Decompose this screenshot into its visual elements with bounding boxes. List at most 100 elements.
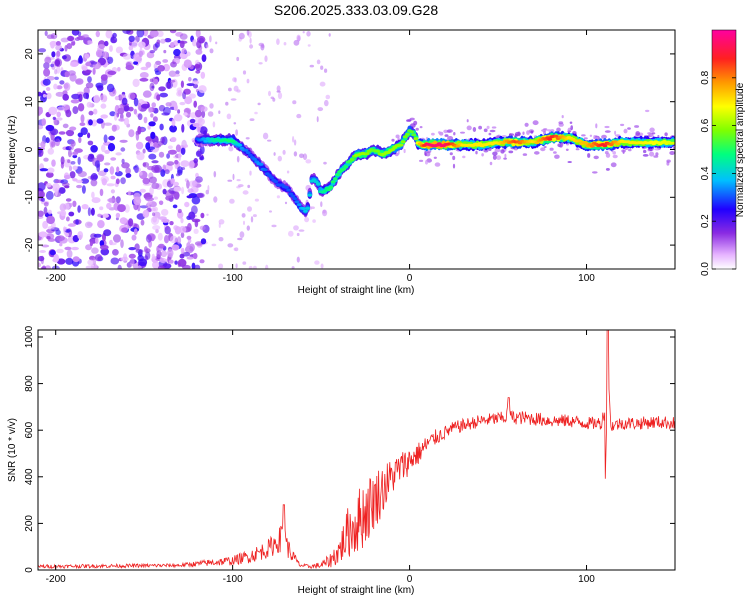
spectrogram-noise-cell (153, 78, 159, 85)
spectrogram-halo-cell (592, 136, 599, 140)
spectrogram-noise-cell (165, 81, 173, 89)
spectrogram-noise-cell (43, 157, 49, 162)
spectrogram-noise-cell (55, 41, 61, 46)
spectrogram-noise-cell (109, 242, 117, 246)
spectrogram-noise-cell (120, 177, 126, 185)
spectrogram-noise-cell (79, 122, 86, 126)
spectrogram-noise-cell (52, 182, 60, 192)
spectrogram-noise-cell (40, 141, 46, 149)
spectrogram-halo-cell (569, 121, 573, 124)
spectrogram-noise-cell (77, 31, 82, 37)
spectrogram-noise-cell (114, 96, 120, 101)
spectrogram-x-tick-label: -200 (46, 273, 66, 284)
spectrogram-noise-cell (249, 118, 255, 121)
spectrogram-noise-cell (158, 151, 165, 158)
spectrogram-noise-cell (108, 135, 115, 141)
spectrogram-noise-cell (144, 246, 148, 253)
spectrogram-noise-cell (167, 145, 173, 149)
spectrogram-ridge-cell (243, 148, 249, 152)
spectrogram-noise-cell (62, 123, 69, 129)
spectrogram-noise-cell (277, 155, 282, 162)
spectrogram-halo-cell (554, 154, 560, 159)
spectrogram-noise-cell (89, 241, 93, 247)
spectrogram-noise-cell (199, 156, 205, 161)
spectrogram-noise-cell (123, 117, 130, 126)
spectrogram-noise-cell (75, 78, 84, 85)
snr-y-ticks: 0 200 400 600 800 1000 (24, 325, 675, 573)
spectrogram-noise-cell (72, 151, 79, 155)
spectrogram-noise-cell (159, 123, 164, 131)
spectrogram-noise-cell (67, 35, 75, 42)
spectrogram-noise-cell (71, 30, 80, 36)
spectrogram-noise-cell (86, 40, 93, 45)
spectrogram-noise-cell (195, 30, 201, 38)
spectrogram-noise-cell (291, 266, 295, 269)
spectrogram-noise-cell (235, 263, 238, 269)
spectrogram-halo-cell (406, 119, 412, 122)
spectrogram-noise-cell (69, 202, 73, 208)
spectrogram-noise-cell (151, 164, 160, 174)
spectrogram-halo-cell (541, 129, 547, 132)
spectrogram-noise-cell (140, 219, 145, 226)
snr-frame (37, 329, 676, 571)
spectrogram-halo-cell (425, 151, 431, 157)
spectrogram-noise-cell (152, 225, 161, 231)
spectrogram-noise-cell (87, 76, 92, 83)
spectrogram-halo-cell (649, 127, 655, 133)
spectrogram-noise-cell (228, 87, 232, 92)
spectrogram-noise-cell (77, 156, 81, 165)
spectrogram-noise-cell (64, 45, 68, 52)
spectrogram-halo-cell (452, 155, 456, 161)
spectrogram-noise-cell (226, 113, 232, 120)
spectrogram-noise-cell (47, 148, 55, 155)
spectrogram-ridge-cell (205, 137, 211, 141)
spectrogram-noise-cell (119, 139, 128, 143)
spectrogram-noise-cell (277, 92, 283, 100)
spectrogram-noise-cell (133, 228, 138, 235)
spectrogram-ridge-cell (269, 176, 274, 180)
spectrogram-noise-cell (59, 80, 65, 85)
spectrogram-noise-cell (152, 261, 160, 269)
spectrogram-noise-cell (131, 234, 137, 241)
spectrogram-noise-cell (99, 244, 109, 250)
spectrogram-noise-cell (54, 58, 62, 67)
spectrogram-noise-cell (95, 49, 103, 58)
spectrogram-noise-cell (323, 161, 327, 165)
spectrogram-noise-cell (177, 210, 184, 219)
spectrogram-noise-cell (100, 248, 110, 256)
spectrogram-halo-cell (395, 134, 400, 139)
spectrogram-halo-cell (452, 163, 456, 169)
spectrogram-noise-cell (149, 82, 155, 92)
spectrogram-noise-cell (71, 93, 81, 100)
spectrogram-noise-cell (98, 170, 107, 177)
spectrogram-noise-cell (77, 231, 84, 240)
snr-y-tick-label: 400 (24, 468, 35, 485)
spectrogram-noise-cell (171, 244, 180, 251)
spectrogram-noise-cell (110, 257, 120, 265)
spectrogram-noise-cell (160, 136, 165, 144)
spectrogram-halo-cell (478, 125, 482, 130)
spectrogram-halo-cell (621, 149, 626, 153)
spectrogram-halo-cell (491, 126, 497, 129)
spectrogram-halo-cell (557, 143, 562, 147)
spectrogram-noise-cell (158, 200, 164, 206)
spectrogram-noise-cell (242, 70, 247, 75)
spectrogram-halo-cell (466, 119, 469, 123)
spectrogram-noise-cell (172, 181, 179, 187)
spectrogram-noise-cell (186, 235, 192, 240)
spectrogram-noise-cell (56, 111, 61, 118)
spectrogram-noise-cell (147, 200, 152, 205)
spectrogram-noise-cell (49, 249, 56, 256)
spectrogram-noise-cell (296, 256, 300, 263)
spectrogram-noise-cell (80, 127, 88, 135)
spectrogram-noise-cell (101, 144, 106, 153)
spectrogram-halo-cell (589, 134, 593, 137)
spectrogram-noise-cell (96, 118, 104, 124)
spectrogram-noise-cell (307, 44, 311, 47)
spectrogram-noise-cell (191, 218, 201, 223)
spectrogram-noise-cell (132, 78, 140, 88)
spectrogram-noise-cell (83, 92, 89, 99)
spectrogram-noise-cell (160, 169, 166, 177)
spectrogram-noise-cell (133, 196, 142, 206)
spectrogram-noise-cell (137, 265, 142, 269)
